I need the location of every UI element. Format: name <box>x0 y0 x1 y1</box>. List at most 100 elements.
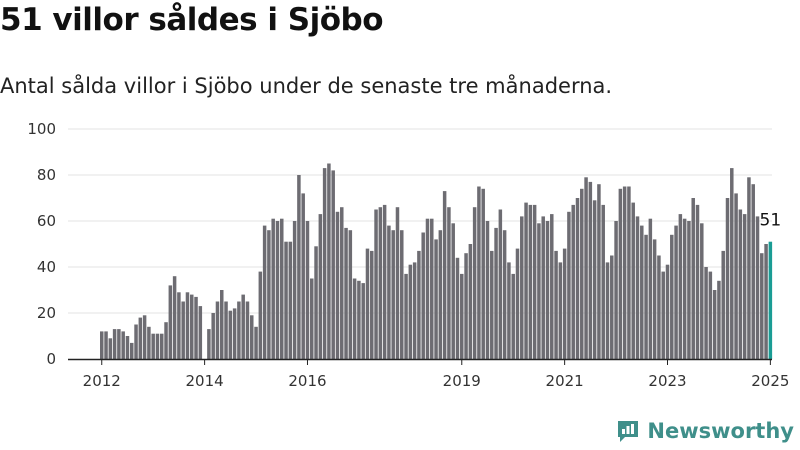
bar <box>224 301 228 359</box>
bar <box>618 188 623 359</box>
bar <box>310 278 314 359</box>
bar <box>670 234 674 359</box>
y-tick-label: 40 <box>37 258 56 276</box>
bar <box>421 232 425 359</box>
bar <box>592 200 597 359</box>
bar <box>468 244 473 359</box>
bar <box>704 267 708 359</box>
bar <box>451 223 455 359</box>
bar <box>545 221 550 359</box>
bar <box>305 221 310 359</box>
bar <box>387 225 391 359</box>
bar <box>348 230 353 359</box>
bar <box>507 262 511 359</box>
bar <box>648 218 653 359</box>
bar <box>318 214 323 359</box>
bar <box>605 262 610 359</box>
bar <box>430 218 434 359</box>
bar <box>520 216 524 359</box>
bar <box>708 271 713 359</box>
bar <box>580 188 584 359</box>
bar <box>382 204 387 359</box>
bar <box>250 315 254 359</box>
bar <box>108 338 113 359</box>
bar <box>567 211 571 359</box>
bar <box>447 207 451 359</box>
bar <box>515 248 520 359</box>
bar <box>760 253 764 359</box>
bar <box>207 329 211 359</box>
bar <box>541 216 545 359</box>
bar <box>352 278 357 359</box>
bar <box>340 207 344 359</box>
bar <box>284 241 288 359</box>
x-tick-label: 2014 <box>186 372 224 390</box>
bar <box>687 221 691 359</box>
bar <box>172 276 177 359</box>
bar <box>198 306 203 359</box>
bar <box>712 290 717 359</box>
bar <box>280 218 284 359</box>
bar <box>494 227 498 359</box>
bar <box>194 296 198 359</box>
bar <box>121 331 125 359</box>
bar <box>751 184 755 359</box>
bar <box>395 207 400 359</box>
newsworthy-logo-icon <box>618 421 639 442</box>
bar <box>562 248 567 359</box>
bar <box>130 342 134 359</box>
y-tick-label: 20 <box>37 304 56 322</box>
bar <box>665 264 670 359</box>
bar <box>177 292 181 359</box>
latest-value-label: 51 <box>760 211 782 231</box>
bar <box>408 264 413 359</box>
bar <box>155 333 160 359</box>
bar <box>211 313 215 359</box>
bar <box>168 285 173 359</box>
bar <box>185 292 190 359</box>
bar <box>322 168 327 359</box>
bar <box>550 214 554 359</box>
bar <box>365 248 370 359</box>
bar <box>571 204 575 359</box>
bar <box>232 308 237 359</box>
bar <box>532 204 537 359</box>
bar <box>498 209 503 359</box>
bar <box>160 333 164 359</box>
annotations: 51 <box>760 211 782 231</box>
bar <box>614 221 618 359</box>
bar <box>472 207 477 359</box>
bar <box>477 186 481 359</box>
bar <box>554 250 558 359</box>
bar <box>378 207 383 359</box>
chart-subtitle: Antal sålda villor i Sjöbo under de sena… <box>0 74 613 98</box>
bar <box>610 255 614 359</box>
bar <box>644 234 648 359</box>
bar <box>271 218 275 359</box>
bar <box>412 262 417 359</box>
bar <box>730 168 734 359</box>
bar <box>164 322 168 359</box>
bar <box>717 280 721 359</box>
bar <box>528 204 533 359</box>
bar-latest <box>768 241 773 359</box>
bar <box>627 186 631 359</box>
x-tick-label: 2019 <box>443 372 481 390</box>
bar <box>438 230 443 359</box>
bar <box>734 193 738 359</box>
bar <box>652 239 657 359</box>
bar <box>588 181 593 359</box>
y-tick-label: 80 <box>37 166 56 184</box>
bar <box>361 283 365 359</box>
bar <box>464 253 468 359</box>
bar <box>327 163 331 359</box>
bar <box>425 218 430 359</box>
bar <box>357 280 361 359</box>
bar <box>584 177 588 359</box>
bar <box>228 310 233 359</box>
bar <box>254 326 258 359</box>
bar <box>661 271 665 359</box>
bars <box>100 163 773 359</box>
bar <box>601 204 605 359</box>
